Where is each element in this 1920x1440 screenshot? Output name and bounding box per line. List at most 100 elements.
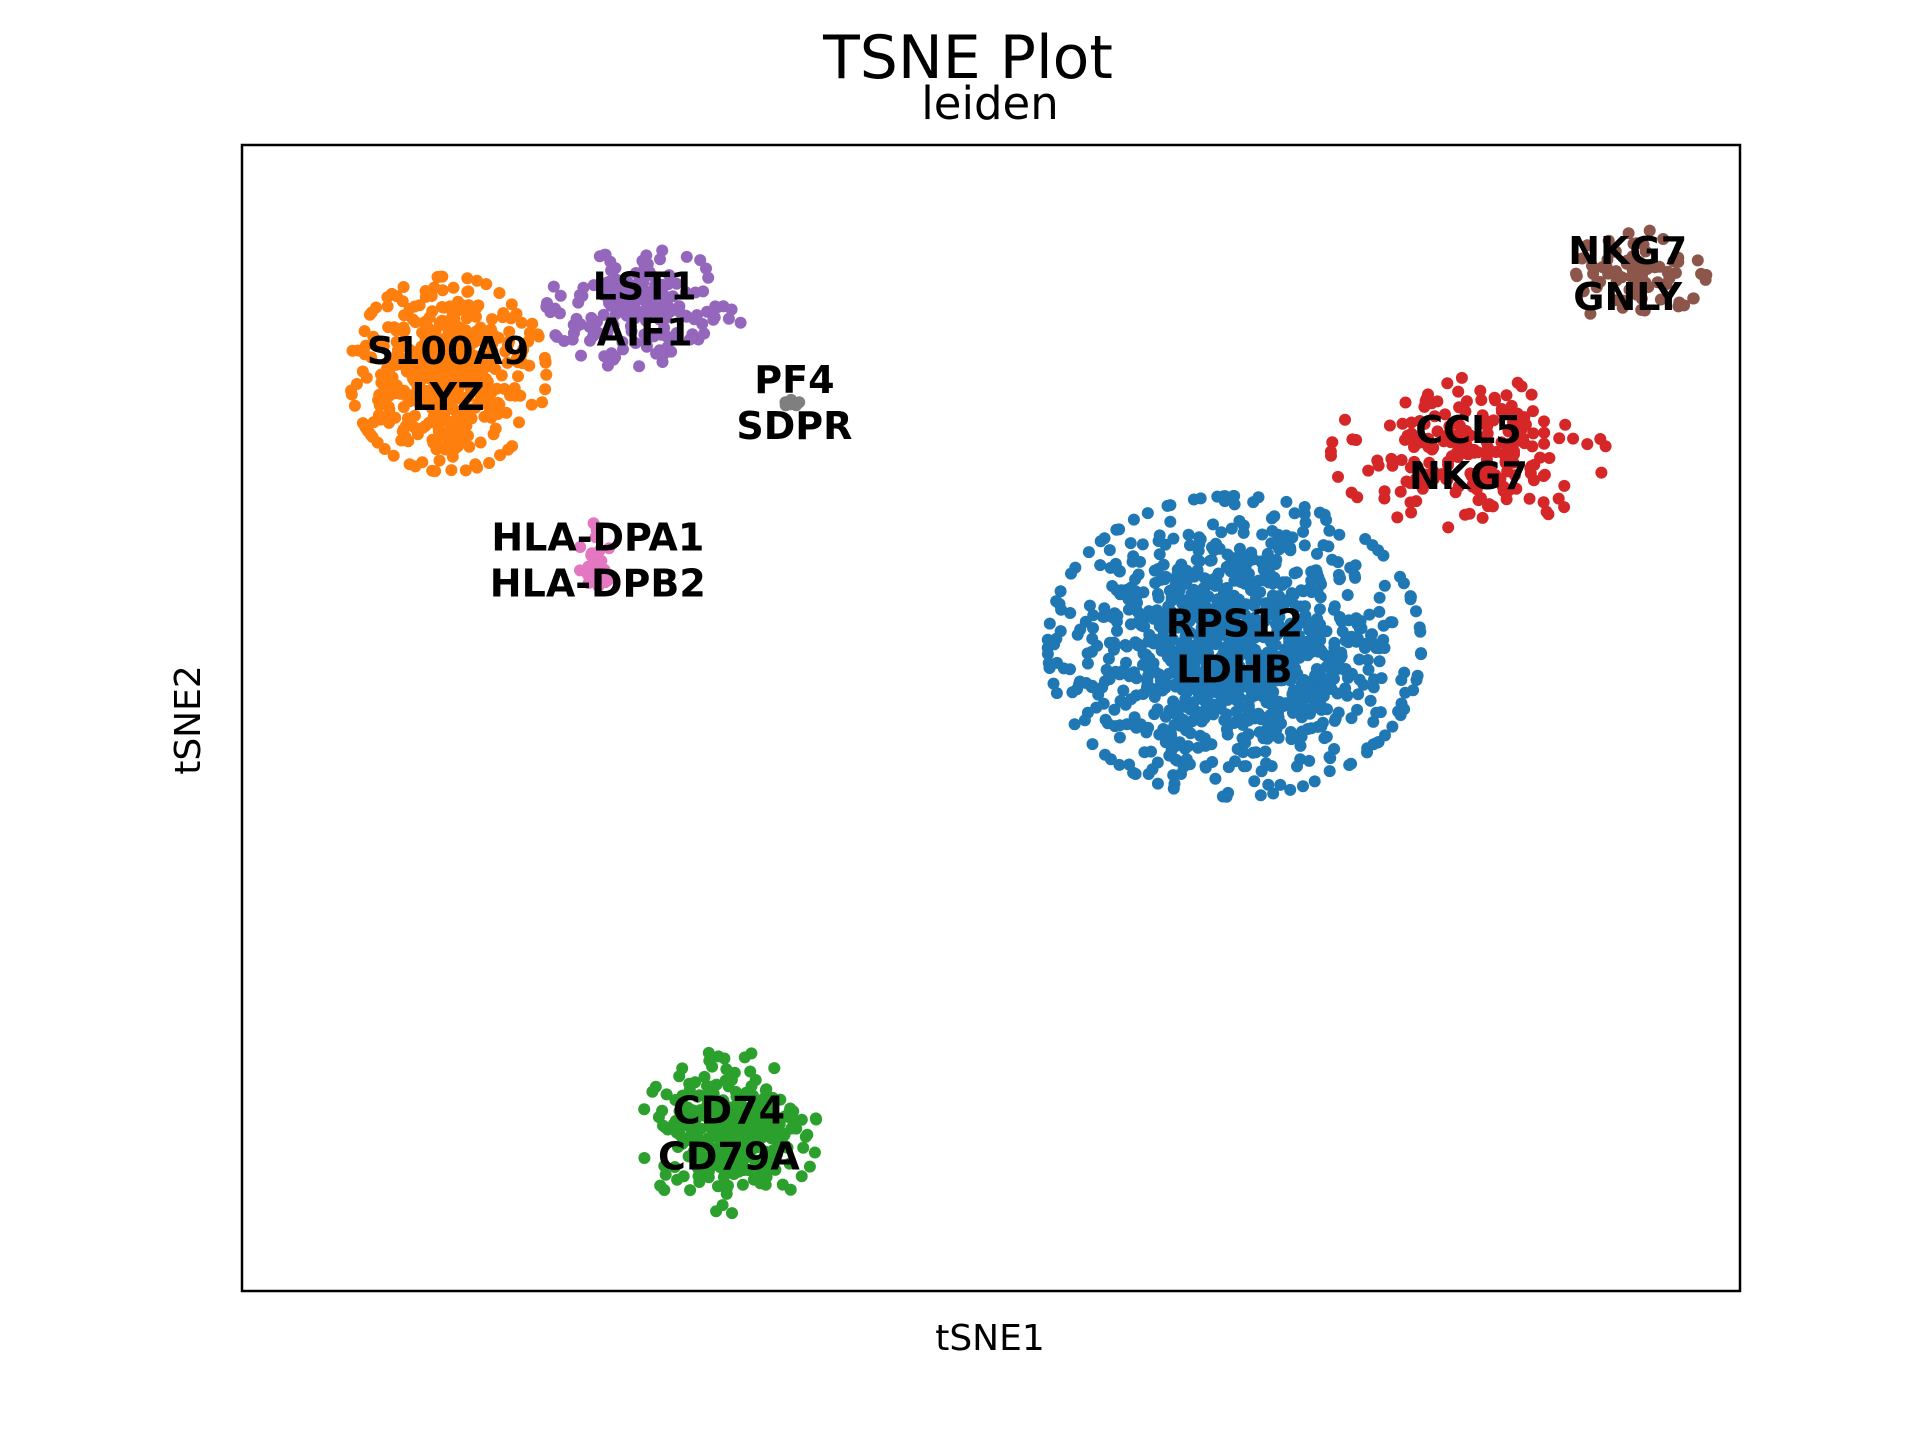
data-point-cluster-4 (641, 313, 654, 325)
data-point-cluster-0 (1195, 672, 1208, 685)
data-point-cluster-0 (1189, 654, 1201, 667)
data-point-cluster-1 (480, 278, 493, 291)
data-point-cluster-4 (540, 300, 553, 313)
data-point-cluster-0 (1103, 673, 1116, 686)
data-point-cluster-4 (609, 262, 622, 275)
data-point-cluster-2 (803, 1160, 816, 1173)
data-point-cluster-5 (1672, 300, 1685, 313)
data-point-cluster-0 (1272, 711, 1285, 724)
data-point-cluster-4 (641, 258, 654, 270)
data-point-cluster-1 (441, 431, 454, 444)
data-point-cluster-0 (1339, 634, 1352, 647)
data-point-cluster-0 (1190, 553, 1203, 566)
data-point-cluster-0 (1148, 708, 1161, 721)
data-point-cluster-0 (1152, 591, 1165, 604)
data-point-cluster-0 (1167, 633, 1179, 646)
data-point-cluster-2 (656, 1104, 669, 1117)
data-point-cluster-2 (745, 1080, 758, 1093)
data-point-cluster-2 (732, 1145, 745, 1158)
data-point-cluster-1 (471, 327, 484, 340)
data-point-cluster-1 (431, 271, 444, 283)
data-point-cluster-5 (1700, 269, 1713, 281)
data-point-cluster-0 (1168, 699, 1181, 712)
data-point-cluster-3 (1581, 438, 1594, 451)
data-point-cluster-0 (1312, 571, 1325, 584)
data-point-cluster-0 (1106, 611, 1119, 624)
data-point-cluster-0 (1184, 539, 1196, 552)
data-point-cluster-1 (508, 382, 521, 395)
data-point-cluster-3 (1451, 437, 1464, 450)
data-point-cluster-2 (658, 1184, 671, 1196)
data-point-cluster-2 (751, 1154, 764, 1167)
data-point-cluster-3 (1595, 466, 1608, 479)
x-axis-label: tSNE1 (935, 1318, 1045, 1359)
cluster-4-points (540, 244, 747, 373)
data-point-cluster-2 (677, 1170, 690, 1183)
data-point-cluster-0 (1244, 692, 1257, 705)
data-point-cluster-1 (445, 464, 458, 477)
data-point-cluster-4 (611, 291, 624, 304)
data-point-cluster-2 (808, 1146, 821, 1159)
data-point-cluster-4 (566, 333, 579, 346)
data-point-cluster-1 (397, 321, 410, 334)
data-point-cluster-2 (763, 1161, 776, 1174)
data-point-cluster-0 (1291, 667, 1304, 680)
data-point-cluster-0 (1303, 754, 1316, 767)
data-point-cluster-0 (1281, 541, 1294, 554)
data-point-cluster-5 (1654, 293, 1667, 306)
data-point-cluster-4 (725, 303, 738, 316)
data-point-cluster-3 (1482, 463, 1495, 476)
data-point-cluster-0 (1068, 718, 1081, 731)
data-point-cluster-0 (1415, 648, 1427, 661)
data-point-cluster-3 (1394, 485, 1407, 498)
data-point-cluster-3 (1515, 380, 1528, 393)
data-point-cluster-0 (1211, 606, 1224, 619)
data-point-cluster-0 (1237, 526, 1250, 539)
data-point-cluster-4 (570, 320, 583, 333)
data-point-cluster-0 (1328, 600, 1341, 613)
data-point-cluster-1 (435, 345, 448, 358)
data-point-cluster-2 (736, 1178, 749, 1191)
data-point-cluster-0 (1286, 688, 1299, 701)
data-point-cluster-0 (1184, 597, 1197, 610)
data-point-cluster-2 (710, 1078, 723, 1091)
data-point-cluster-0 (1050, 632, 1063, 645)
data-point-cluster-0 (1218, 714, 1231, 727)
data-point-cluster-4 (591, 315, 603, 328)
data-point-cluster-0 (1167, 782, 1180, 795)
data-point-cluster-0 (1205, 554, 1218, 567)
data-point-cluster-0 (1307, 639, 1320, 652)
data-point-cluster-4 (666, 290, 679, 303)
data-point-cluster-0 (1141, 507, 1154, 520)
data-point-cluster-0 (1160, 570, 1172, 583)
data-point-cluster-4 (702, 271, 715, 284)
data-point-cluster-2 (728, 1132, 740, 1145)
data-point-cluster-1 (403, 458, 416, 471)
data-point-cluster-1 (464, 347, 477, 360)
data-point-cluster-0 (1097, 697, 1110, 710)
data-point-cluster-1 (433, 317, 446, 330)
data-point-cluster-4 (633, 271, 646, 284)
data-point-cluster-0 (1127, 718, 1140, 731)
data-point-cluster-0 (1325, 683, 1338, 695)
data-point-cluster-2 (790, 1122, 803, 1135)
data-point-cluster-4 (646, 289, 659, 302)
data-point-cluster-6 (603, 542, 616, 555)
data-point-cluster-3 (1422, 388, 1434, 401)
data-point-cluster-1 (540, 368, 553, 381)
data-point-cluster-5 (1576, 252, 1589, 265)
data-point-cluster-0 (1114, 695, 1127, 708)
data-point-cluster-7 (779, 396, 792, 409)
data-point-cluster-3 (1460, 439, 1473, 451)
data-point-cluster-1 (453, 303, 466, 316)
cluster-1-points (345, 270, 553, 478)
data-point-cluster-0 (1313, 506, 1326, 519)
data-point-cluster-1 (487, 428, 500, 441)
data-point-cluster-0 (1078, 714, 1091, 727)
data-point-cluster-2 (716, 1199, 729, 1212)
data-point-cluster-0 (1087, 609, 1100, 622)
data-point-cluster-0 (1111, 624, 1123, 637)
data-point-cluster-4 (654, 253, 666, 266)
cluster-1-label-1: S100A9 (367, 329, 530, 373)
data-point-cluster-0 (1050, 595, 1063, 608)
